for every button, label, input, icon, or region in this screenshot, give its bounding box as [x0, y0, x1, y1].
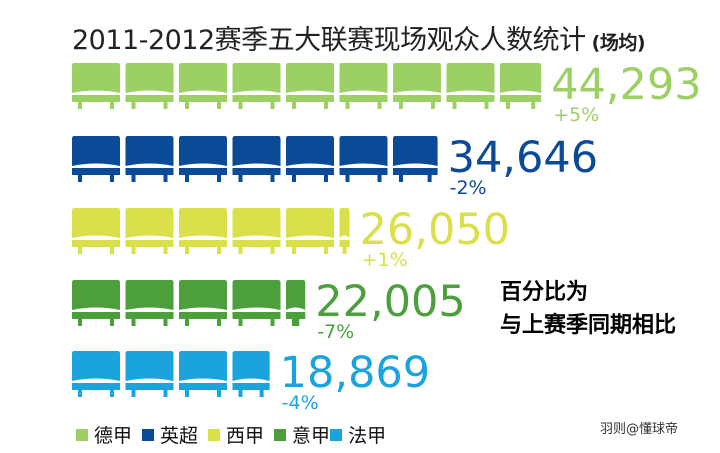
legend-item-bundesliga: 德甲: [76, 421, 132, 448]
partial-seat-icon: [232, 351, 270, 397]
legend-swatch: [330, 428, 343, 441]
annotation-line-1: 百分比为: [500, 280, 589, 305]
legend-item-la-liga: 西甲: [208, 421, 264, 448]
seat-icon: [179, 136, 227, 182]
legend-label: 意甲: [292, 425, 331, 447]
seat-icon: [72, 280, 120, 326]
partial-seat-icon: [500, 63, 542, 109]
seat-icon: [179, 208, 227, 254]
credit-text: 羽则@懂球帝: [600, 422, 679, 437]
legend-swatch: [142, 428, 155, 441]
legend-item-premier-league: 英超: [142, 421, 198, 448]
value-label: 26,050: [360, 205, 510, 255]
legend-swatch: [274, 428, 287, 441]
title-text: 2011-2012赛季五大联赛现场观众人数统计: [72, 25, 586, 56]
seat-icon: [232, 136, 281, 182]
seat-row-1: [72, 63, 542, 109]
legend-item-serie-a: 意甲: [274, 421, 330, 448]
seat-icon: [72, 208, 120, 254]
partial-seat-icon: [339, 208, 350, 254]
legend: 德甲 英超 西甲 意甲 法甲: [76, 421, 396, 448]
seat-icon: [232, 63, 281, 109]
value-label: 44,293: [551, 60, 701, 110]
annotation-line-2: 与上赛季同期相比: [500, 313, 677, 338]
seat-icon: [179, 280, 227, 326]
change-label: +5%: [553, 104, 599, 126]
value-label: 18,869: [280, 348, 430, 398]
value-label: 34,646: [448, 133, 598, 183]
seat-icon: [286, 136, 334, 182]
legend-label: 英超: [160, 425, 199, 447]
seat-icon: [446, 63, 495, 109]
seat-row-4: [72, 280, 306, 326]
seat-icon: [72, 63, 120, 109]
annotation: 百分比为 与上赛季同期相比: [500, 276, 676, 342]
seat-row-3: [72, 208, 350, 254]
legend-swatch: [208, 428, 221, 441]
seat-icon: [286, 208, 334, 254]
chart-title: 2011-2012赛季五大联赛现场观众人数统计 (场均): [72, 18, 646, 57]
seat-row-2: [72, 136, 438, 182]
legend-item-ligue-1: 法甲: [330, 421, 386, 448]
seat-icon: [339, 63, 388, 109]
seat-icon: [125, 136, 174, 182]
change-label: -2%: [450, 177, 487, 199]
seat-icon: [125, 280, 174, 326]
seat-icon: [125, 208, 174, 254]
seat-icon: [232, 280, 281, 326]
change-label: -4%: [282, 392, 319, 414]
seat-icon: [125, 63, 174, 109]
seat-icon: [72, 136, 120, 182]
partial-seat-icon: [393, 136, 438, 182]
seat-icon: [179, 351, 227, 397]
change-label: -7%: [317, 321, 354, 343]
seat-icon: [125, 351, 174, 397]
partial-seat-icon: [286, 280, 306, 326]
title-unit: (场均): [591, 32, 646, 54]
seat-row-5: [72, 351, 270, 397]
seat-icon: [286, 63, 334, 109]
seat-icon: [232, 208, 281, 254]
seat-icon: [339, 136, 388, 182]
change-label: +1%: [362, 249, 408, 271]
seat-icon: [179, 63, 227, 109]
seat-icon: [72, 351, 120, 397]
legend-swatch: [76, 428, 88, 441]
legend-label: 德甲: [94, 425, 133, 447]
legend-label: 法甲: [348, 425, 387, 447]
value-label: 22,005: [315, 277, 465, 327]
legend-label: 西甲: [226, 425, 265, 447]
seat-icon: [393, 63, 441, 109]
